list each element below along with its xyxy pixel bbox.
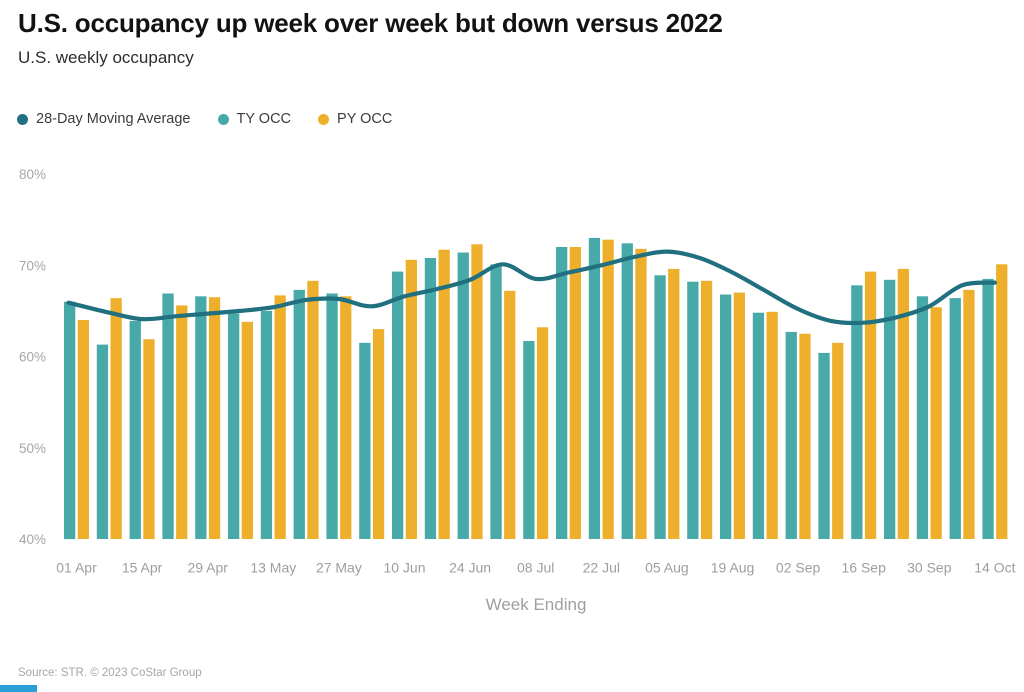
- bar-py-occ: [864, 271, 877, 539]
- source-note: Source: STR. © 2023 CoStar Group: [18, 667, 202, 679]
- x-axis-tick: 27 May: [316, 560, 362, 576]
- bar-py-occ: [241, 321, 253, 539]
- bar-ty-occ: [326, 293, 338, 539]
- bar-py-occ: [799, 333, 811, 539]
- x-axis-tick: 08 Jul: [517, 560, 554, 576]
- x-axis-tick: 15 Apr: [122, 560, 163, 576]
- page-subtitle: U.S. weekly occupancy: [18, 48, 194, 67]
- bar-ty-occ: [949, 298, 961, 539]
- bar-ty-occ: [392, 271, 404, 539]
- bar-py-occ: [110, 298, 122, 539]
- bar-ty-occ: [916, 296, 929, 539]
- chart-legend: 28-Day Moving Average TY OCC PY OCC: [17, 111, 419, 127]
- bar-py-occ: [930, 307, 942, 539]
- bar-ty-occ: [752, 312, 765, 539]
- y-axis-tick: 70%: [19, 258, 46, 273]
- bar-py-occ: [208, 297, 221, 539]
- bar-py-occ: [77, 320, 89, 539]
- bar-py-occ: [438, 249, 450, 539]
- bar-py-occ: [832, 342, 844, 539]
- x-axis-tick: 30 Sep: [907, 560, 952, 576]
- legend-item-ty-occ[interactable]: TY OCC: [217, 111, 292, 127]
- bar-ty-occ: [260, 310, 273, 539]
- x-axis-tick: 22 Jul: [583, 560, 620, 576]
- py-occ-dot-icon: [318, 113, 330, 125]
- brand-bar: [0, 685, 37, 692]
- x-axis-tick: 01 Apr: [56, 560, 97, 576]
- bar-py-occ: [471, 244, 483, 540]
- bar-py-occ: [307, 280, 319, 539]
- bar-ty-occ: [654, 275, 666, 539]
- x-axis-tick: 19 Aug: [711, 560, 755, 576]
- ty-occ-dot-icon: [217, 113, 229, 125]
- page-title: U.S. occupancy up week over week but dow…: [18, 8, 723, 38]
- y-axis-tick: 40%: [19, 532, 46, 547]
- bar-py-occ: [504, 290, 516, 539]
- bar-ty-occ: [64, 301, 76, 540]
- bar-ty-occ: [851, 285, 863, 539]
- x-axis-title: Week Ending: [485, 595, 587, 614]
- y-axis-tick: 80%: [19, 167, 46, 182]
- x-axis-tick: 05 Aug: [645, 560, 689, 576]
- bar-ty-occ: [129, 320, 141, 539]
- bar-ty-occ: [523, 341, 535, 539]
- bar-ty-occ: [293, 289, 305, 539]
- bar-py-occ: [405, 259, 417, 539]
- x-axis-tick: 14 Oct: [974, 560, 1015, 576]
- y-axis-tick: 60%: [19, 350, 46, 365]
- bar-ty-occ: [556, 247, 568, 539]
- bar-py-occ: [963, 289, 975, 539]
- bar-ty-occ: [818, 352, 830, 539]
- moving-average-dot-icon: [17, 113, 28, 125]
- bar-ty-occ: [588, 237, 601, 539]
- legend-label: 28-Day Moving Average: [36, 111, 191, 127]
- x-axis-tick: 02 Sep: [776, 560, 821, 576]
- bar-ty-occ: [424, 258, 437, 539]
- bar-py-occ: [700, 280, 713, 539]
- x-axis-tick: 16 Sep: [842, 560, 887, 576]
- y-axis-tick: 50%: [19, 441, 46, 456]
- bar-ty-occ: [687, 281, 699, 539]
- bar-ty-occ: [96, 344, 109, 539]
- moving-average-line: [66, 249, 997, 326]
- bar-py-occ: [766, 311, 778, 539]
- x-axis-tick: 10 Jun: [383, 560, 425, 576]
- legend-item-py-occ[interactable]: PY OCC: [318, 111, 392, 127]
- bar-py-occ: [143, 339, 155, 539]
- bar-ty-occ: [490, 264, 502, 539]
- legend-item-moving-average[interactable]: 28-Day Moving Average: [17, 111, 191, 127]
- bar-py-occ: [274, 295, 286, 539]
- bar-py-occ: [635, 248, 647, 540]
- bar-ty-occ: [195, 296, 207, 539]
- x-axis-tick: 29 Apr: [187, 560, 228, 576]
- bar-ty-occ: [162, 293, 174, 539]
- legend-label: PY OCC: [337, 111, 393, 127]
- x-axis-tick: 24 Jun: [449, 560, 491, 576]
- bar-ty-occ: [228, 313, 240, 539]
- bar-py-occ: [536, 327, 549, 539]
- legend-label: TY OCC: [236, 111, 292, 127]
- bar-py-occ: [668, 268, 680, 539]
- bar-py-occ: [733, 292, 745, 539]
- bar-ty-occ: [621, 243, 633, 540]
- bar-py-occ: [996, 264, 1008, 539]
- bar-ty-occ: [785, 331, 797, 539]
- bar-ty-occ: [884, 279, 896, 539]
- bar-py-occ: [602, 239, 614, 539]
- x-axis-tick: 13 May: [250, 560, 296, 576]
- bar-py-occ: [340, 296, 352, 539]
- bar-ty-occ: [359, 342, 371, 539]
- bar-py-occ: [569, 247, 581, 539]
- bar-py-occ: [897, 268, 909, 539]
- bar-ty-occ: [720, 294, 732, 539]
- bar-py-occ: [176, 305, 188, 539]
- bar-ty-occ: [982, 278, 994, 539]
- bar-ty-occ: [457, 252, 469, 539]
- bar-py-occ: [372, 329, 385, 539]
